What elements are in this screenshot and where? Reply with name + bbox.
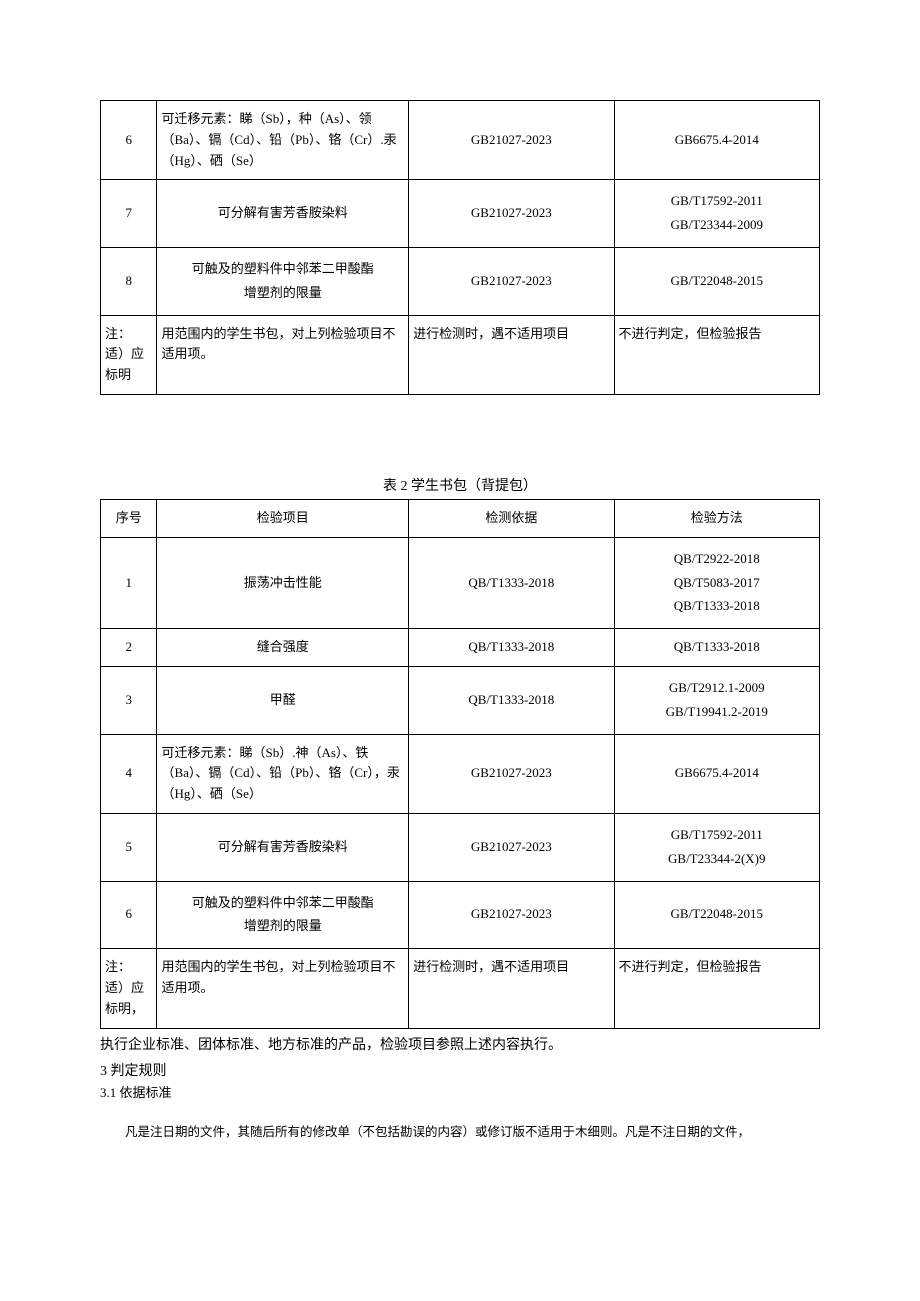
table-row: 7 可分解有害芳香胺染料 GB21027-2023 GB/T17592-2011…: [101, 180, 820, 248]
method-line: GB/T17592-2011: [621, 191, 813, 212]
footnote-cell: 进行检测时，遇不适用项目: [409, 315, 614, 394]
cell-num: 5: [101, 813, 157, 881]
footnote-cell: 注：适）应标明，: [101, 949, 157, 1028]
method-line: QB/T5083-2017: [621, 573, 813, 594]
method-line: GB/T19941.2-2019: [621, 702, 813, 723]
cell-method: GB/T22048-2015: [614, 881, 819, 949]
table-row: 8 可触及的塑料件中邻苯二甲酸酯 增塑剂的限量 GB21027-2023 GB/…: [101, 247, 820, 315]
cell-num: 4: [101, 734, 157, 813]
cell-num: 8: [101, 247, 157, 315]
table-row: 5 可分解有害芳香胺染料 GB21027-2023 GB/T17592-2011…: [101, 813, 820, 881]
table-footnote: 注：适）应标明 用范围内的学生书包，对上列检验项目不适用项。 进行检测时，遇不适…: [101, 315, 820, 394]
cell-method: QB/T2922-2018 QB/T5083-2017 QB/T1333-201…: [614, 537, 819, 628]
cell-basis: GB21027-2023: [409, 247, 614, 315]
table-row: 6 可触及的塑料件中邻苯二甲酸酯 增塑剂的限量 GB21027-2023 GB/…: [101, 881, 820, 949]
table-footnote: 注：适）应标明， 用范围内的学生书包，对上列检验项目不适用项。 进行检测时，遇不…: [101, 949, 820, 1028]
table-row: 2 缝合强度 QB/T1333-2018 QB/T1333-2018: [101, 629, 820, 667]
footnote-cell: 注：适）应标明: [101, 315, 157, 394]
cell-num: 1: [101, 537, 157, 628]
table-row: 3 甲醛 QB/T1333-2018 GB/T2912.1-2009 GB/T1…: [101, 666, 820, 734]
item-line: 增塑剂的限量: [163, 916, 402, 937]
footnote-cell: 用范围内的学生书包，对上列检验项目不适用项。: [157, 949, 409, 1028]
footnote-cell: 用范围内的学生书包，对上列检验项目不适用项。: [157, 315, 409, 394]
cell-item: 可分解有害芳香胺染料: [157, 180, 409, 248]
table-header-row: 序号 检验项目 检测依据 检验方法: [101, 499, 820, 537]
cell-num: 3: [101, 666, 157, 734]
cell-method: GB/T22048-2015: [614, 247, 819, 315]
cell-method: QB/T1333-2018: [614, 629, 819, 667]
cell-basis: GB21027-2023: [409, 734, 614, 813]
table-2: 序号 检验项目 检测依据 检验方法 1 振荡冲击性能 QB/T1333-2018…: [100, 499, 820, 1029]
cell-item: 振荡冲击性能: [157, 537, 409, 628]
cell-basis: QB/T1333-2018: [409, 629, 614, 667]
cell-item: 可分解有害芳香胺染料: [157, 813, 409, 881]
table-row: 1 振荡冲击性能 QB/T1333-2018 QB/T2922-2018 QB/…: [101, 537, 820, 628]
cell-num: 6: [101, 101, 157, 180]
table-row: 6 可迁移元素：睇（Sb），种（As）、领（Ba）、镉（Cd）、铅（Pb）、铬（…: [101, 101, 820, 180]
sub-heading: 3.1 依据标准: [100, 1082, 820, 1101]
cell-num: 7: [101, 180, 157, 248]
item-line: 可触及的塑料件中邻苯二甲酸酯: [163, 259, 402, 280]
header-basis: 检测依据: [409, 499, 614, 537]
cell-method: GB/T2912.1-2009 GB/T19941.2-2019: [614, 666, 819, 734]
table-row: 4 可迁移元素：睇（Sb）.神（As）、铁（Ba）、镉（Cd）、铅（Pb）、铬（…: [101, 734, 820, 813]
cell-basis: GB21027-2023: [409, 180, 614, 248]
cell-method: GB6675.4-2014: [614, 101, 819, 180]
method-line: GB/T2912.1-2009: [621, 678, 813, 699]
cell-item: 可迁移元素：睇（Sb），种（As）、领（Ba）、镉（Cd）、铅（Pb）、铬（Cr…: [157, 101, 409, 180]
method-line: QB/T1333-2018: [621, 596, 813, 617]
table-1: 6 可迁移元素：睇（Sb），种（As）、领（Ba）、镉（Cd）、铅（Pb）、铬（…: [100, 100, 820, 395]
header-item: 检验项目: [157, 499, 409, 537]
header-method: 检验方法: [614, 499, 819, 537]
footnote-cell: 不进行判定，但检验报告: [614, 949, 819, 1028]
header-num: 序号: [101, 499, 157, 537]
method-line: GB/T23344-2009: [621, 215, 813, 236]
method-line: GB/T23344-2(X)9: [621, 849, 813, 870]
cell-item: 可触及的塑料件中邻苯二甲酸酯 增塑剂的限量: [157, 247, 409, 315]
cell-num: 6: [101, 881, 157, 949]
table-2-title: 表 2 学生书包（背提包）: [100, 475, 820, 495]
section-heading: 3 判定规则: [100, 1060, 820, 1080]
cell-num: 2: [101, 629, 157, 667]
cell-item: 缝合强度: [157, 629, 409, 667]
cell-basis: GB21027-2023: [409, 101, 614, 180]
footnote-cell: 不进行判定，但检验报告: [614, 315, 819, 394]
cell-item: 甲醛: [157, 666, 409, 734]
cell-item: 可触及的塑料件中邻苯二甲酸酯 增塑剂的限量: [157, 881, 409, 949]
cell-method: GB6675.4-2014: [614, 734, 819, 813]
cell-basis: GB21027-2023: [409, 881, 614, 949]
item-line: 增塑剂的限量: [163, 283, 402, 304]
method-line: QB/T2922-2018: [621, 549, 813, 570]
footnote-cell: 进行检测时，遇不适用项目: [409, 949, 614, 1028]
cell-basis: QB/T1333-2018: [409, 666, 614, 734]
item-line: 可触及的塑料件中邻苯二甲酸酯: [163, 893, 402, 914]
note-paragraph: 凡是注日期的文件，其随后所有的修改单（不包括勘误的内容）或修订版不适用于木细则。…: [100, 1121, 820, 1145]
cell-basis: QB/T1333-2018: [409, 537, 614, 628]
cell-method: GB/T17592-2011 GB/T23344-2(X)9: [614, 813, 819, 881]
cell-item: 可迁移元素：睇（Sb）.神（As）、铁（Ba）、镉（Cd）、铅（Pb）、铬（Cr…: [157, 734, 409, 813]
cell-method: GB/T17592-2011 GB/T23344-2009: [614, 180, 819, 248]
cell-basis: GB21027-2023: [409, 813, 614, 881]
footer-line: 执行企业标准、团体标准、地方标准的产品，检验项目参照上述内容执行。: [100, 1035, 820, 1056]
method-line: GB/T17592-2011: [621, 825, 813, 846]
